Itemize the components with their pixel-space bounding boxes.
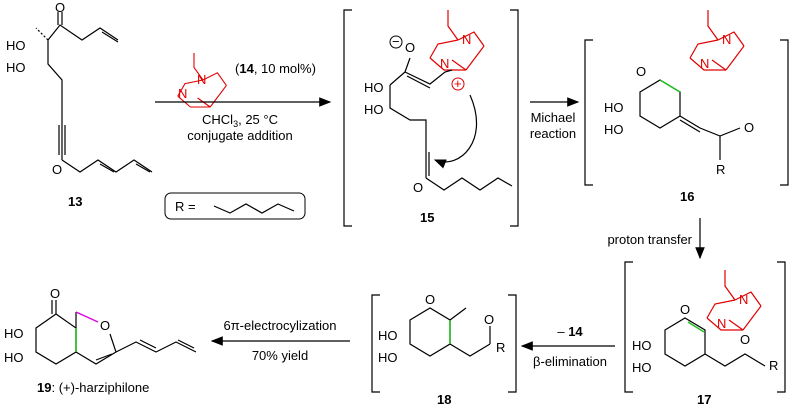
svg-text:N: N: [462, 32, 471, 47]
svg-text:70% yield: 70% yield: [252, 348, 308, 363]
svg-text:6π-electrocylization: 6π-electrocylization: [223, 318, 336, 333]
atom-ho: HO: [6, 38, 26, 53]
compound-16: N N O HO HO O R 16: [584, 9, 789, 204]
svg-text:N: N: [700, 56, 709, 71]
step-5: 6π-electrocylization 70% yield: [210, 318, 350, 363]
label-13: 13: [68, 194, 82, 209]
svg-text:N: N: [722, 32, 731, 47]
r-def-text: R =: [175, 199, 196, 214]
label-18: 18: [437, 392, 451, 407]
svg-text:HO: HO: [364, 80, 384, 95]
svg-text:Michael: Michael: [531, 110, 576, 125]
svg-text:N: N: [717, 316, 726, 331]
step-1: N N (14, 10 mol%) CHCl3, 25 °C conjugate…: [155, 52, 332, 143]
atom-n: N: [178, 86, 187, 101]
svg-text:R: R: [496, 340, 505, 355]
svg-text:HO: HO: [632, 360, 652, 375]
svg-text:proton transfer: proton transfer: [607, 232, 692, 247]
svg-text:HO: HO: [604, 122, 624, 137]
svg-text:β-elimination: β-elimination: [533, 354, 607, 369]
svg-text:O: O: [405, 40, 415, 55]
solvent-temp: CHCl3, 25 °C: [202, 112, 278, 129]
step-4: – 14 β-elimination: [520, 324, 615, 369]
atom-o: O: [55, 0, 65, 15]
svg-text:N: N: [739, 292, 748, 307]
svg-text:HO: HO: [604, 100, 624, 115]
svg-text:HO: HO: [378, 328, 398, 343]
step-2: Michael reaction: [530, 97, 580, 141]
label-17: 17: [697, 392, 711, 407]
svg-text:HO: HO: [632, 338, 652, 353]
svg-text:R: R: [716, 162, 725, 177]
atom-o: O: [52, 162, 62, 177]
compound-15: N N + − O HO HO O 15: [343, 9, 519, 227]
label-16: 16: [680, 189, 694, 204]
svg-text:O: O: [680, 302, 690, 317]
atom-n: N: [197, 72, 206, 87]
compound-17: N N O HO HO O R 17: [624, 261, 786, 407]
svg-text:R: R: [769, 358, 778, 373]
svg-text:HO: HO: [364, 102, 384, 117]
svg-text:HO: HO: [378, 350, 398, 365]
step-4-above: – 14: [557, 324, 583, 339]
r-definition: R =: [164, 192, 306, 220]
svg-text:O: O: [413, 180, 423, 195]
step-3: proton transfer: [607, 218, 705, 260]
svg-text:O: O: [636, 64, 646, 79]
svg-text:reaction: reaction: [530, 126, 576, 141]
step-1-type: conjugate addition: [187, 128, 293, 143]
compound-19: O O HO HO 19: (+)-harziphilone: [4, 286, 197, 395]
svg-text:+: +: [454, 76, 462, 91]
svg-text:O: O: [740, 332, 750, 347]
svg-text:O: O: [484, 312, 494, 327]
catalyst-label: (14, 10 mol%): [235, 61, 316, 76]
compound-13: O HO HO O 13: [6, 0, 153, 209]
svg-text:−: −: [392, 34, 400, 49]
svg-text:O: O: [425, 292, 435, 307]
svg-text:N: N: [440, 56, 449, 71]
compound-18: O HO HO O R 18: [371, 292, 517, 407]
svg-text:HO: HO: [4, 326, 24, 341]
svg-text:O: O: [50, 286, 60, 301]
svg-text:HO: HO: [4, 350, 24, 365]
svg-text:O: O: [100, 318, 110, 333]
svg-text:O: O: [744, 120, 754, 135]
label-15: 15: [420, 210, 434, 225]
label-19: 19: (+)-harziphilone: [37, 380, 149, 395]
atom-ho: HO: [6, 60, 26, 75]
